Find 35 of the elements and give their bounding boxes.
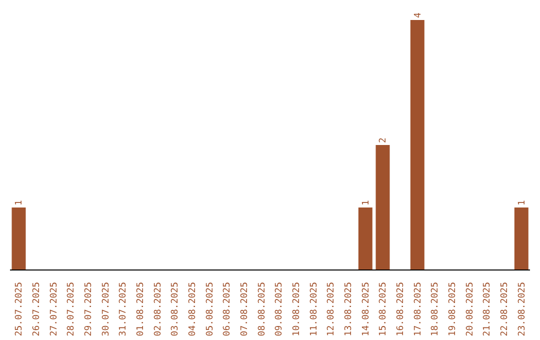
- x-tick-label: 13.08.2025: [344, 282, 354, 336]
- data-label: 4: [413, 12, 424, 18]
- data-label: 1: [361, 200, 372, 206]
- x-tick-label: 14.08.2025: [361, 282, 372, 336]
- x-tick-label: 22.08.2025: [500, 282, 510, 336]
- x-tick-label: 10.08.2025: [292, 282, 302, 336]
- x-tick-label: 26.07.2025: [32, 282, 42, 336]
- x-tick-label: 09.08.2025: [274, 282, 285, 336]
- x-tick-label: 19.08.2025: [448, 282, 458, 336]
- x-tick-label: 05.08.2025: [205, 282, 216, 336]
- x-tick-label: 03.08.2025: [170, 282, 181, 336]
- x-tick-label: 25.07.2025: [14, 282, 25, 336]
- x-tick-label: 18.08.2025: [430, 282, 441, 336]
- x-tick-label: 23.08.2025: [517, 282, 528, 336]
- x-tick-label: 15.08.2025: [378, 282, 389, 336]
- data-label: 1: [14, 200, 25, 206]
- x-tick-label: 12.08.2025: [326, 282, 337, 336]
- x-tick-label: 07.08.2025: [240, 282, 250, 336]
- x-tick-label: 17.08.2025: [413, 282, 424, 336]
- x-tick-label: 20.08.2025: [465, 282, 476, 336]
- data-label: 1: [517, 200, 528, 206]
- x-tick-label: 30.07.2025: [101, 282, 112, 336]
- x-tick-label: 11.08.2025: [309, 282, 320, 336]
- x-tick-label: 16.08.2025: [396, 282, 406, 336]
- data-label: 2: [378, 138, 389, 143]
- x-tick-label: 28.07.2025: [66, 282, 77, 336]
- x-tick-label: 04.08.2025: [188, 282, 198, 336]
- x-tick-label: 21.08.2025: [482, 282, 493, 336]
- x-tick-label: 01.08.2025: [136, 282, 146, 336]
- x-tick-label: 31.07.2025: [118, 282, 129, 336]
- x-tick-label: 27.07.2025: [49, 282, 60, 336]
- x-tick-label: 29.07.2025: [84, 282, 94, 336]
- x-tick-label: 08.08.2025: [257, 282, 268, 336]
- x-tick-label: 06.08.2025: [222, 282, 233, 336]
- x-tick-label: 02.08.2025: [153, 282, 164, 336]
